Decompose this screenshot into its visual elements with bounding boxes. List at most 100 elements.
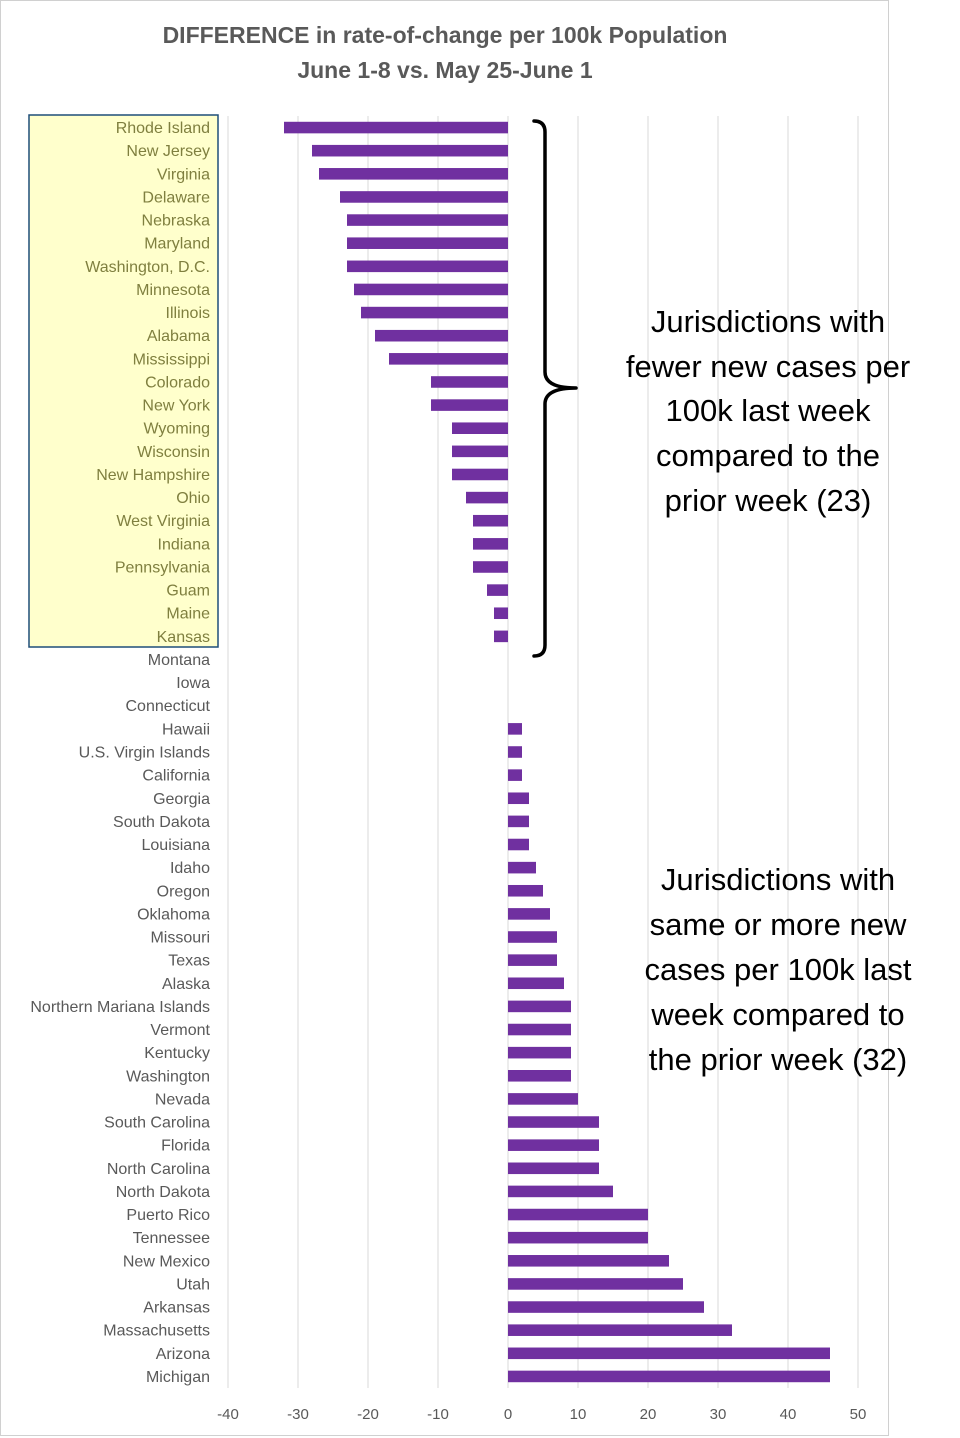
bar (347, 214, 508, 226)
bar (508, 769, 522, 781)
category-label: Tennessee (133, 1230, 210, 1247)
annotation-line: 100k last week (665, 393, 871, 428)
category-label: Oregon (157, 883, 210, 900)
category-label: Colorado (145, 374, 210, 391)
x-tick-label: 40 (780, 1406, 797, 1423)
highlight-box (28, 114, 219, 648)
category-label: Utah (176, 1276, 210, 1293)
bar (284, 121, 508, 134)
bar (508, 1301, 704, 1313)
category-label: Kentucky (144, 1045, 210, 1062)
x-tick-label: -30 (287, 1406, 309, 1423)
x-tick-label: -20 (357, 1406, 379, 1423)
category-label: Louisiana (142, 837, 211, 854)
bar (319, 168, 508, 180)
category-label: Texas (168, 953, 210, 970)
bar (375, 329, 508, 342)
category-label: Northern Mariana Islands (30, 999, 210, 1016)
annotation-line: compared to the (656, 438, 880, 473)
annotation-line: cases per 100k last (644, 952, 911, 987)
bar (508, 792, 529, 805)
category-label: California (142, 768, 210, 785)
bar (508, 815, 529, 828)
category-label: Alabama (147, 328, 210, 345)
category-label: Montana (148, 652, 210, 669)
x-tick-label: 30 (710, 1406, 727, 1423)
category-label: Maryland (144, 236, 210, 253)
category-label: Idaho (170, 860, 210, 877)
category-label: Oklahoma (137, 906, 210, 923)
category-labels: Rhode Island New Jersey Virginia Delaware Ne… (30, 120, 211, 1386)
category-label: Guam (166, 583, 210, 600)
bar (508, 1023, 571, 1036)
bar (508, 1046, 571, 1059)
category-label: Virginia (157, 166, 210, 183)
category-label: Hawaii (162, 721, 210, 738)
bar (473, 561, 508, 573)
category-label: New Mexico (123, 1253, 210, 1270)
category-label: Maine (166, 606, 210, 623)
bars (284, 121, 830, 1383)
bar (340, 191, 508, 203)
annotation-line: week compared to (650, 997, 904, 1032)
category-label: Michigan (146, 1369, 210, 1386)
chart-title: DIFFERENCE in rate-of-change per 100k Po… (163, 22, 728, 48)
bar (431, 399, 508, 411)
bar (508, 1255, 669, 1267)
category-label: Mississippi (133, 351, 210, 368)
chart-subtitle: June 1-8 vs. May 25-June 1 (297, 57, 593, 83)
gridlines (227, 116, 859, 1388)
x-tick-label: 20 (640, 1406, 657, 1423)
bar (347, 237, 508, 249)
bar (354, 283, 508, 296)
annotation-line: same or more new (650, 907, 907, 942)
category-label: Illinois (166, 305, 210, 322)
category-label: Wyoming (143, 421, 210, 438)
bar (473, 514, 508, 527)
annotation-line: prior week (23) (665, 483, 872, 518)
bar (452, 445, 508, 458)
bar (487, 584, 508, 596)
category-label: Nebraska (142, 213, 211, 230)
bar (312, 144, 508, 157)
annotation-line: the prior week (32) (649, 1042, 907, 1077)
category-label: Kansas (157, 629, 210, 646)
x-tick-label: 50 (850, 1406, 867, 1423)
bar (508, 1324, 732, 1336)
category-label: Pennsylvania (115, 559, 210, 576)
category-label: Vermont (150, 1022, 210, 1039)
bar (508, 838, 529, 851)
category-label: Arkansas (143, 1300, 210, 1317)
category-label: Indiana (158, 536, 211, 553)
bar (508, 1347, 830, 1360)
category-label: Delaware (142, 189, 210, 206)
bar (347, 260, 508, 273)
annotation-line: Jurisdictions with (651, 304, 885, 339)
bar (508, 1185, 613, 1198)
bar (508, 746, 522, 758)
bar (508, 908, 550, 920)
category-label: Washington, D.C. (85, 259, 210, 276)
category-label: North Dakota (116, 1184, 210, 1201)
bar (508, 1000, 571, 1013)
x-tick-label: -10 (427, 1406, 449, 1423)
category-label: Nevada (155, 1091, 210, 1108)
bar (508, 861, 536, 874)
bar (361, 306, 508, 319)
bar (508, 884, 543, 897)
category-label: Wisconsin (137, 444, 210, 461)
category-label: New Jersey (126, 143, 210, 160)
category-label: West Virginia (116, 513, 210, 530)
category-label: Alaska (162, 976, 210, 993)
annotation-more-cases: Jurisdictions with same or more new cases … (644, 862, 911, 1077)
category-label: South Carolina (104, 1115, 210, 1132)
category-label: Ohio (176, 490, 210, 507)
x-tick-label: 10 (570, 1406, 587, 1423)
category-label: New Hampshire (96, 467, 210, 484)
category-label: Washington (126, 1068, 210, 1085)
brace-bracket (532, 119, 578, 658)
bar (494, 630, 508, 643)
category-label: Missouri (150, 930, 210, 947)
category-label: New York (142, 398, 211, 415)
